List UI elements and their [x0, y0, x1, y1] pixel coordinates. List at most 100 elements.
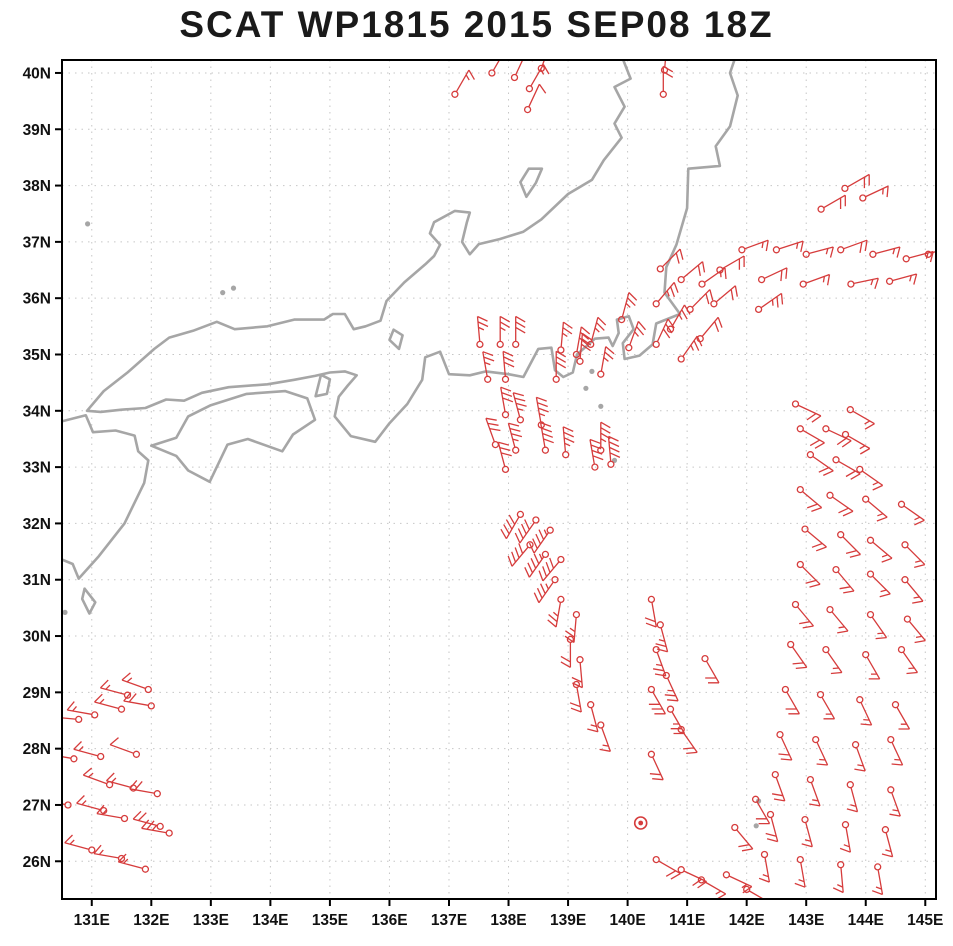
wind-barb — [625, 320, 646, 352]
wind-barb — [652, 645, 667, 677]
x-axis-tick-label: 133E — [193, 912, 229, 929]
wind-barb — [866, 536, 893, 563]
small-island-dot — [85, 221, 91, 227]
x-axis-tick-label: 134E — [252, 912, 288, 929]
y-axis-tick-label: 36N — [23, 291, 51, 308]
wind-barb — [791, 400, 822, 423]
y-axis-tick-label: 37N — [23, 234, 51, 251]
wind-barb — [73, 741, 105, 761]
wind-barb — [841, 430, 871, 455]
wind-barb — [647, 685, 666, 715]
x-axis-tick-label: 141E — [669, 912, 705, 929]
wind-barb — [62, 801, 72, 809]
wind-barb — [758, 850, 771, 883]
wind-barb — [738, 239, 769, 254]
wind-barb — [662, 671, 679, 702]
x-axis-tick-label: 132E — [133, 912, 169, 929]
x-axis-tick-label: 145E — [907, 912, 943, 929]
wind-barb — [897, 645, 919, 675]
wind-barb — [488, 60, 501, 77]
coastline — [388, 328, 404, 351]
wind-barb — [856, 696, 873, 726]
wind-barb — [482, 351, 495, 383]
wind-barb — [105, 772, 138, 792]
wind-barb — [62, 755, 78, 763]
wind-barb — [507, 541, 534, 567]
wind-barb — [500, 510, 525, 540]
wind-barb — [562, 426, 575, 459]
wind-barb — [859, 185, 889, 202]
wind-barb — [771, 770, 786, 802]
y-axis-tick-label: 31N — [23, 572, 51, 589]
wind-barb — [696, 316, 723, 343]
wind-barb — [851, 741, 866, 772]
wind-barb — [64, 834, 96, 854]
wind-barb — [743, 885, 765, 899]
wind-barb — [677, 335, 703, 363]
wind-barbs-layer — [62, 60, 936, 899]
wind-barb — [801, 525, 827, 552]
wind-barb — [569, 680, 582, 713]
wind-barb — [587, 316, 607, 349]
axes-frame: 131E 132E 133E 134E 135E 136E 137E 138E 139E 140E… — [23, 59, 943, 929]
wind-barb — [547, 595, 565, 628]
wind-barb — [497, 441, 512, 474]
coastline-layer — [62, 60, 762, 829]
wind-barb — [666, 304, 691, 333]
wind-barb — [62, 715, 83, 724]
wind-barb — [832, 861, 845, 894]
wind-barb — [862, 495, 888, 522]
wind-barb — [644, 595, 657, 628]
y-axis-tick-label: 40N — [23, 65, 51, 82]
wind-barb — [856, 465, 884, 491]
wind-barb — [846, 781, 859, 813]
small-island-dot — [598, 403, 604, 409]
wind-barb — [832, 565, 855, 594]
x-axis-tick-label: 138E — [490, 912, 526, 929]
wind-barb — [539, 421, 554, 454]
small-island-dot — [220, 290, 226, 296]
small-island-dot — [62, 609, 68, 616]
wind-barb — [597, 721, 612, 752]
wind-barb — [866, 570, 891, 598]
wind-barb — [816, 690, 836, 720]
wind-barb — [887, 735, 904, 766]
wind-barb — [117, 853, 150, 873]
x-axis-tick-label: 139E — [550, 912, 586, 929]
wind-barb — [512, 315, 526, 349]
x-axis-tick-label: 143E — [788, 912, 824, 929]
y-axis-tick-label: 28N — [23, 741, 51, 758]
wind-barb — [799, 273, 831, 288]
wind-barb — [589, 438, 604, 471]
wind-barb — [677, 261, 706, 284]
wind-barb — [552, 350, 567, 383]
wind-barb — [524, 550, 550, 578]
wind-barb — [507, 422, 523, 454]
wind-barb — [512, 392, 527, 424]
wind-barb — [96, 804, 129, 823]
wind-barb — [500, 386, 514, 419]
wind-barb — [597, 346, 615, 378]
wind-barb — [881, 826, 894, 858]
wind-barb — [826, 491, 854, 517]
wind-barb — [99, 679, 132, 699]
wind-barb — [652, 855, 681, 880]
wind-barb — [924, 250, 936, 258]
wind-barb — [533, 576, 559, 604]
wind-barb — [523, 83, 547, 114]
storm-center-symbol — [633, 816, 648, 830]
wind-barb — [757, 267, 788, 284]
y-axis-tick-label: 32N — [23, 516, 51, 533]
wind-barb — [510, 60, 534, 82]
wind-barb — [822, 645, 843, 675]
wind-barb — [129, 779, 161, 798]
wind-barb — [109, 737, 141, 758]
y-axis-tick-label: 35N — [23, 347, 51, 364]
wind-barb — [656, 248, 684, 273]
x-axis-tick-label: 144E — [848, 912, 884, 929]
wind-barb — [787, 640, 808, 670]
wind-barb — [841, 173, 870, 193]
wind-barb — [806, 451, 834, 476]
wind-barb — [141, 819, 173, 837]
wind-barb — [754, 292, 784, 314]
